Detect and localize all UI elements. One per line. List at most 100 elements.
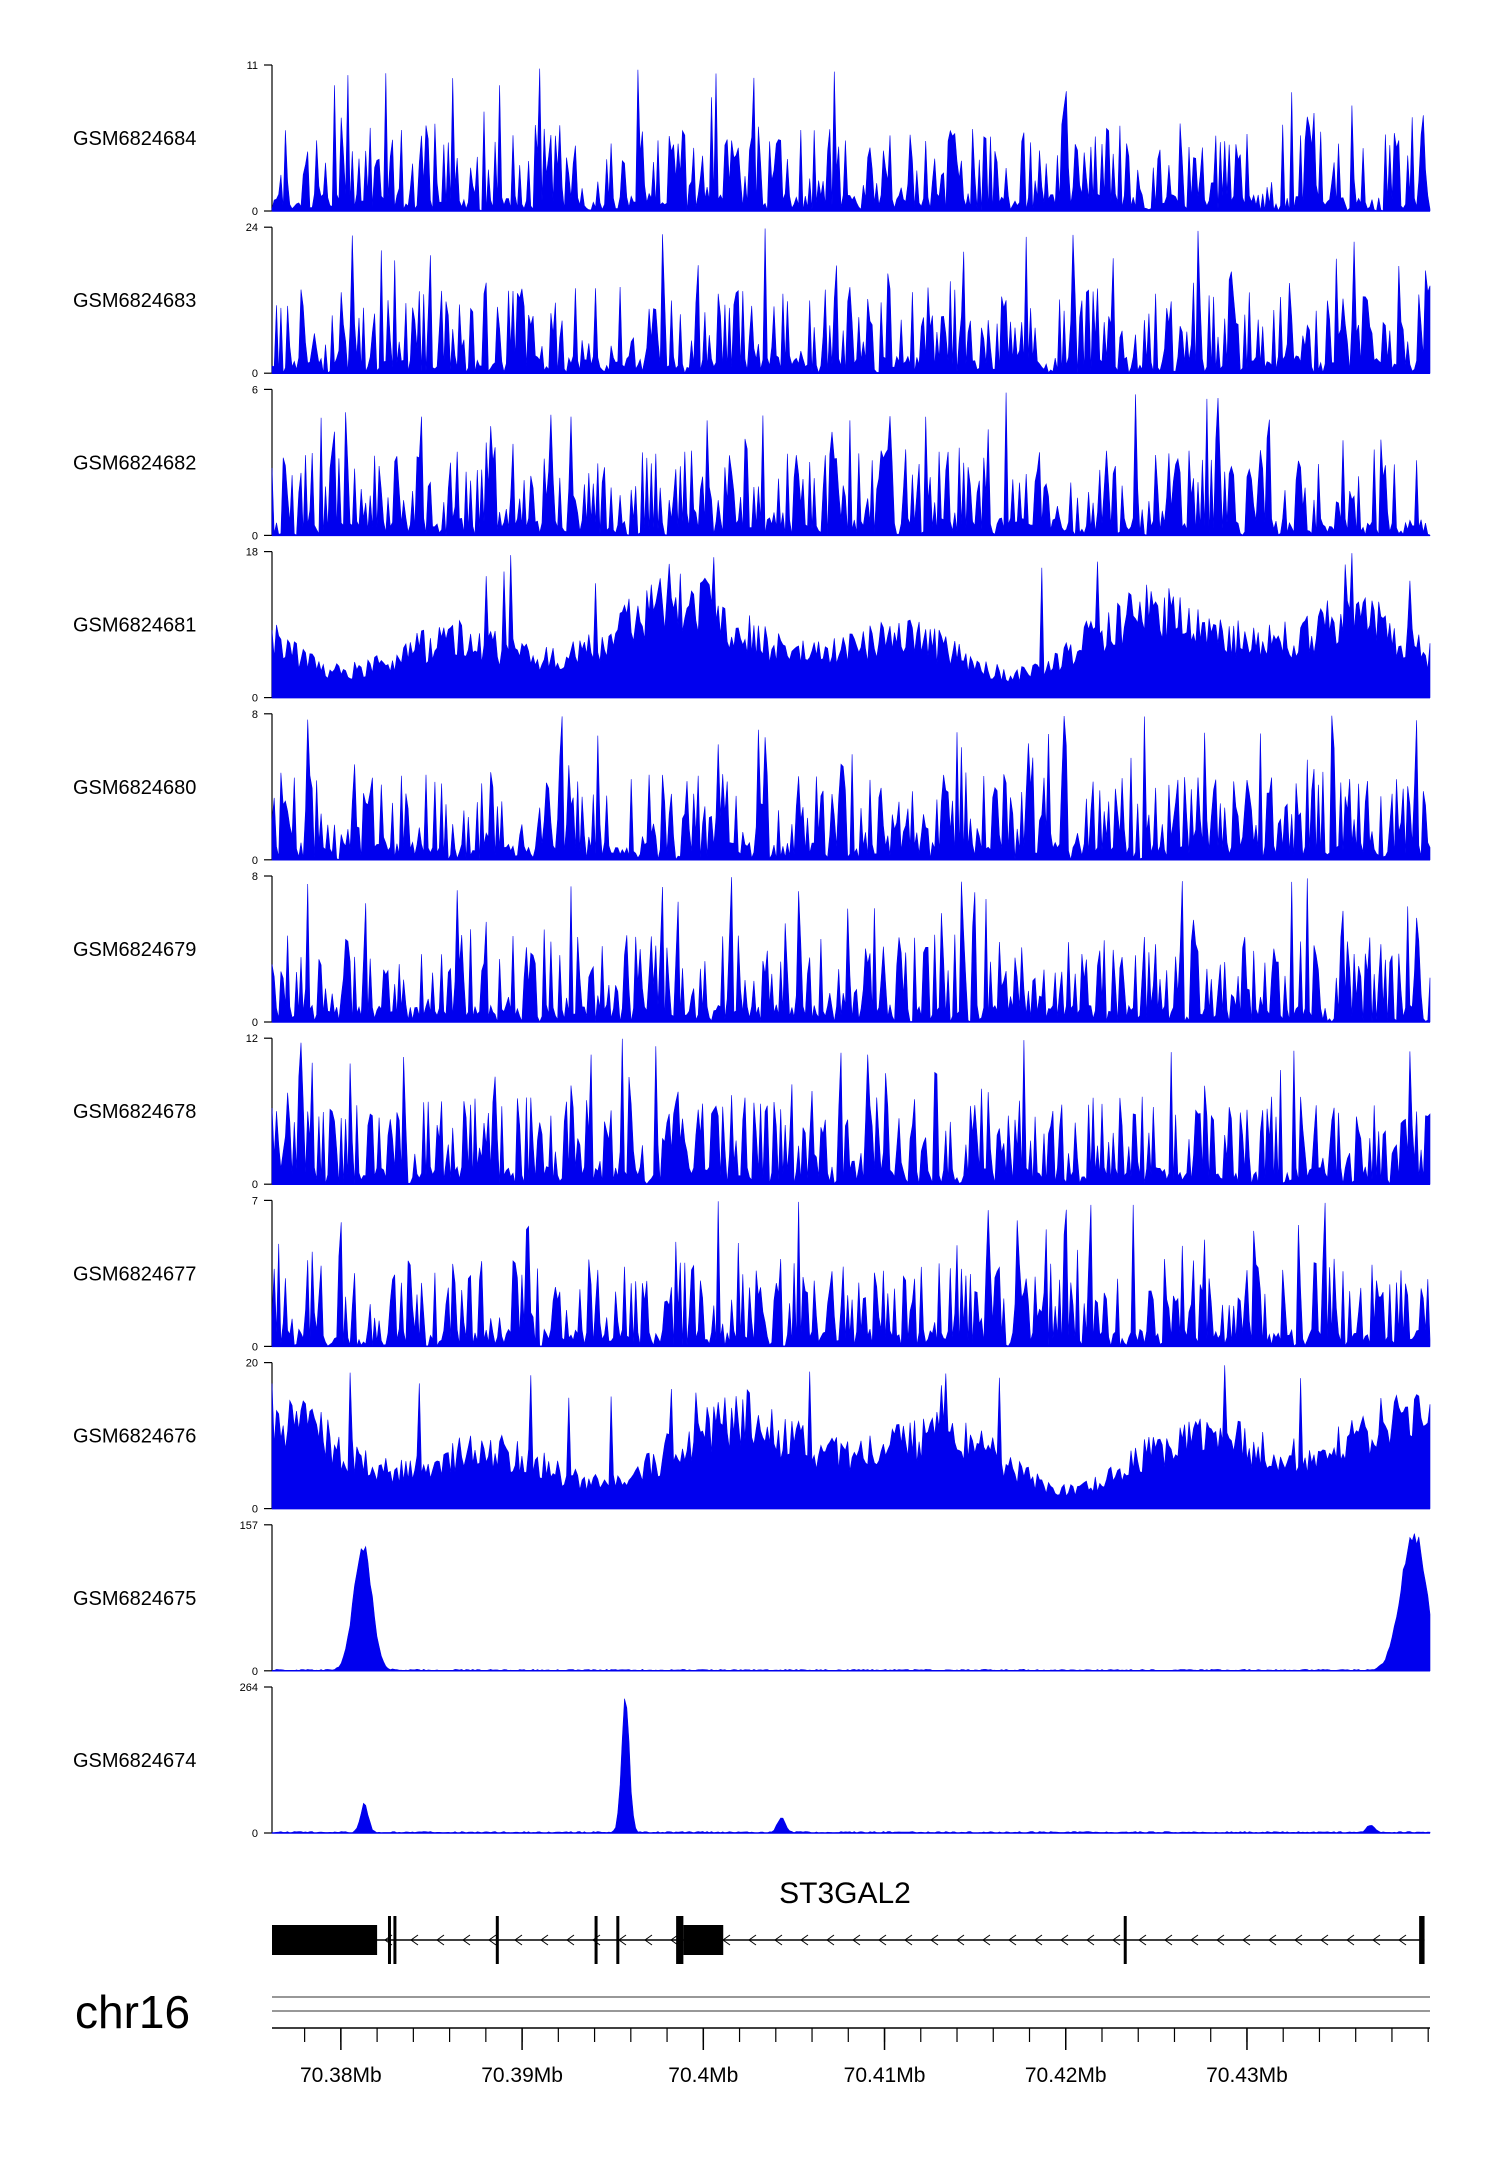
track-signal-area <box>271 1533 1431 1672</box>
track-GSM6824677: GSM6824677 7 0 <box>73 1195 1431 1353</box>
strand-arrow <box>462 1934 471 1946</box>
strand-arrow <box>930 1934 939 1946</box>
strand-arrow <box>1346 1934 1355 1946</box>
track-ymin-label: 0 <box>252 693 258 705</box>
strand-arrow <box>878 1934 887 1946</box>
gene-name: ST3GAL2 <box>779 1877 911 1910</box>
track-GSM6824683: GSM6824683 24 0 <box>73 222 1431 380</box>
track-GSM6824679: GSM6824679 8 0 <box>73 871 1431 1029</box>
strand-arrow <box>800 1934 809 1946</box>
track-GSM6824674: GSM6824674 264 0 <box>73 1682 1431 1840</box>
signal-tracks: GSM6824684110GSM6824683240GSM682468260GS… <box>73 60 1431 1840</box>
track-ymin-label: 0 <box>252 1504 258 1516</box>
gene-exon <box>594 1916 598 1964</box>
x-tick-label: 70.39Mb <box>481 2064 563 2087</box>
x-tick-label: 70.38Mb <box>300 2064 382 2087</box>
track-ymin-label: 0 <box>252 1666 258 1678</box>
strand-arrow <box>1034 1934 1043 1946</box>
track-ymax-label: 12 <box>246 1033 258 1045</box>
strand-arrow <box>852 1934 861 1946</box>
strand-arrow <box>410 1934 419 1946</box>
track-label: GSM6824674 <box>73 1750 196 1772</box>
gene-exon <box>676 1916 684 1964</box>
genome-axis: chr16 70.38Mb 70.39Mb 70.4Mb 70.41Mb 70.42Mb 7… <box>75 1986 1430 2087</box>
gene-exon <box>1419 1916 1425 1964</box>
strand-arrow <box>904 1934 913 1946</box>
strand-arrow <box>1216 1934 1225 1946</box>
x-tick-label: 70.4Mb <box>668 2064 738 2087</box>
strand-arrow <box>1112 1934 1121 1946</box>
track-ymax-label: 7 <box>252 1195 258 1207</box>
track-ymin-label: 0 <box>252 530 258 542</box>
strand-arrow <box>1242 1934 1251 1946</box>
gene-exon <box>387 1916 391 1964</box>
x-tick-label: 70.42Mb <box>1025 2064 1107 2087</box>
track-label: GSM6824677 <box>73 1263 196 1285</box>
track-signal-area <box>271 392 1431 536</box>
x-tick-label: 70.43Mb <box>1206 2064 1288 2087</box>
strand-arrow <box>1164 1934 1173 1946</box>
track-ymax-label: 264 <box>240 1682 258 1694</box>
strand-arrow <box>748 1934 757 1946</box>
gene-exon <box>616 1916 620 1964</box>
strand-arrow <box>956 1934 965 1946</box>
strand-arrow <box>514 1934 523 1946</box>
track-ymin-label: 0 <box>252 1017 258 1029</box>
strand-arrow <box>1372 1934 1381 1946</box>
track-GSM6824675: GSM6824675 157 0 <box>73 1520 1431 1678</box>
track-ymax-label: 24 <box>246 222 258 234</box>
track-ymax-label: 18 <box>246 547 258 559</box>
track-ymax-label: 8 <box>252 871 258 883</box>
track-ymin-label: 0 <box>252 206 258 218</box>
track-signal-area <box>271 1365 1431 1509</box>
track-GSM6824681: GSM6824681 18 0 <box>73 547 1431 705</box>
track-ymax-label: 20 <box>246 1358 258 1370</box>
track-ymin-label: 0 <box>252 1828 258 1840</box>
gene-track: ST3GAL2 <box>272 1877 1425 1964</box>
track-signal-area <box>271 553 1431 698</box>
track-ymin-label: 0 <box>252 855 258 867</box>
track-label: GSM6824680 <box>73 777 196 799</box>
track-ymax-label: 11 <box>247 60 258 72</box>
track-signal-area <box>271 715 1431 861</box>
strand-arrow <box>1060 1934 1069 1946</box>
track-label: GSM6824681 <box>73 615 196 637</box>
track-label: GSM6824682 <box>73 452 196 474</box>
strand-arrow <box>592 1934 601 1946</box>
track-label: GSM6824683 <box>73 290 196 312</box>
track-signal-area <box>271 1698 1431 1834</box>
track-ymax-label: 8 <box>252 709 258 721</box>
strand-arrow <box>982 1934 991 1946</box>
x-tick-label: 70.41Mb <box>844 2064 926 2087</box>
track-label: GSM6824675 <box>73 1588 196 1610</box>
strand-arrow <box>436 1934 445 1946</box>
strand-arrow <box>1268 1934 1277 1946</box>
gene-exon <box>393 1916 397 1964</box>
track-ymin-label: 0 <box>252 368 258 380</box>
track-label: GSM6824678 <box>73 1101 196 1123</box>
track-ymax-label: 6 <box>252 384 258 396</box>
track-signal-area <box>271 877 1431 1023</box>
track-label: GSM6824679 <box>73 939 196 961</box>
strand-arrow <box>488 1934 497 1946</box>
track-ymax-label: 157 <box>240 1520 258 1532</box>
strand-arrow <box>1086 1934 1095 1946</box>
track-signal-area <box>271 1038 1431 1186</box>
gene-exon <box>1123 1916 1127 1964</box>
strand-arrow <box>1190 1934 1199 1946</box>
strand-arrow <box>1320 1934 1329 1946</box>
track-ymin-label: 0 <box>252 1179 258 1191</box>
strand-arrow <box>1398 1934 1407 1946</box>
track-GSM6824684: GSM6824684 11 0 <box>73 60 1431 218</box>
strand-arrow <box>774 1934 783 1946</box>
track-label: GSM6824676 <box>73 1426 196 1448</box>
track-ymin-label: 0 <box>252 1341 258 1353</box>
track-GSM6824680: GSM6824680 8 0 <box>73 709 1431 867</box>
track-signal-area <box>271 68 1431 212</box>
strand-arrow <box>540 1934 549 1946</box>
track-label: GSM6824684 <box>73 128 196 150</box>
strand-arrow <box>1294 1934 1303 1946</box>
track-signal-area <box>271 1201 1431 1347</box>
gene-exon <box>495 1916 499 1964</box>
